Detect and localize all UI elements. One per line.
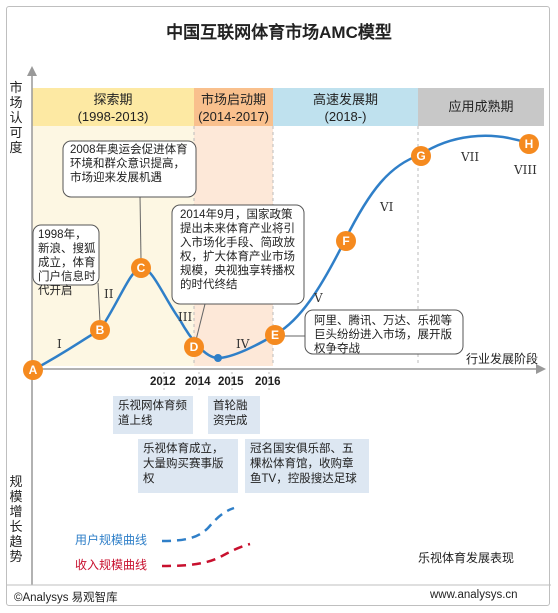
phase-rapid-growth: 高速发展期 (2018-) bbox=[273, 88, 418, 126]
y-axis-top-label: 市场认可度 bbox=[9, 80, 23, 155]
stage-numeral-6: VI bbox=[380, 200, 394, 214]
phase-name: 高速发展期 bbox=[312, 92, 378, 107]
phase-exploration: 探索期 (1998-2013) bbox=[32, 88, 194, 126]
footer-copyright: ©Analysys 易观智库 bbox=[14, 592, 118, 604]
phase-market-start: 市场启动期 (2014-2017) bbox=[194, 88, 273, 126]
callout-pointer bbox=[97, 282, 101, 323]
curve-node-e: E bbox=[265, 325, 285, 345]
phase-name: 应用成熟期 bbox=[448, 99, 514, 114]
event-first-funding: 首轮融资完成 bbox=[208, 396, 260, 434]
phase-maturity: 应用成熟期 bbox=[418, 88, 544, 126]
phase-name: 市场启动期 bbox=[200, 92, 266, 107]
curve-node-h: H bbox=[519, 134, 539, 154]
x-axis-label: 行业发展阶段 bbox=[466, 352, 539, 366]
curve-node-c: C bbox=[131, 258, 151, 278]
curve-node-a: A bbox=[23, 360, 43, 380]
phase-years: (2018-) bbox=[324, 109, 367, 124]
year-2012: 2012 bbox=[150, 376, 176, 388]
user-scale-sample bbox=[161, 506, 235, 543]
callout-box bbox=[171, 204, 305, 305]
event-channel-launch: 乐视网体育频道上线 bbox=[113, 396, 193, 434]
curve-node-d: D bbox=[184, 337, 204, 357]
phase-years: (1998-2013) bbox=[77, 109, 149, 124]
curve-trough-dot bbox=[214, 354, 222, 362]
phase-name: 探索期 bbox=[93, 92, 133, 107]
stage-numeral-1: I bbox=[57, 337, 62, 351]
callout-box bbox=[62, 140, 197, 198]
curve-node-g: G bbox=[411, 146, 431, 166]
callout-2014: 2014年9月，国家政策提出未来体育产业将引入市场化手段、简政放权，扩大体育产业… bbox=[180, 209, 295, 291]
callout-box bbox=[304, 309, 464, 355]
legend-revenue-scale: 收入规模曲线 bbox=[75, 558, 148, 572]
callout-giants: 阿里、腾讯、万达、乐视等巨头纷纷进入市场，展开版权争夺战 bbox=[314, 315, 452, 355]
stage-numeral-5: V bbox=[314, 291, 323, 305]
footer-website: www.analysys.cn bbox=[430, 589, 518, 601]
x-axis-arrow-icon bbox=[536, 364, 546, 374]
phase-years: (2014-2017) bbox=[198, 109, 269, 124]
revenue-scale-sample bbox=[161, 542, 251, 568]
year-2014: 2014 bbox=[185, 376, 211, 388]
stage-numeral-7: VII bbox=[461, 150, 480, 164]
legend-user-scale: 用户规模曲线 bbox=[75, 533, 148, 547]
stage-numeral-4: IV bbox=[236, 337, 250, 351]
stage-numeral-8: VIII bbox=[514, 163, 537, 177]
section-label: 乐视体育发展表现 bbox=[418, 551, 515, 565]
diagram-frame bbox=[6, 6, 550, 606]
curve-node-b: B bbox=[90, 320, 110, 340]
stage-numeral-3: III bbox=[178, 310, 193, 324]
event-letv-sports-founded: 乐视体育成立，大量购买赛事版权 bbox=[138, 439, 238, 493]
y-axis-arrow-icon bbox=[27, 66, 37, 76]
callout-box bbox=[32, 224, 100, 286]
y-axis-bottom-label: 规模增长趋势 bbox=[9, 474, 23, 564]
year-2015: 2015 bbox=[218, 376, 244, 388]
callout-1998: 1998年，新浪、搜狐成立，体育门户信息时代开启 bbox=[38, 229, 96, 297]
callout-pointer bbox=[139, 195, 142, 260]
callout-pointer bbox=[195, 303, 206, 341]
page-title: 中国互联网体育市场AMC模型 bbox=[166, 23, 392, 42]
callout-2008: 2008年奥运会促进体育环境和群众意识提高，市场迎来发展机遇 bbox=[70, 144, 188, 184]
curve-node-f: F bbox=[336, 231, 356, 251]
event-acquisitions: 冠名国安俱乐部、五棵松体育馆，收购章鱼TV，控股搜达足球 bbox=[245, 439, 369, 493]
stage-numeral-2: II bbox=[104, 287, 114, 301]
amc-curve bbox=[32, 134, 528, 372]
year-2016: 2016 bbox=[255, 376, 281, 388]
